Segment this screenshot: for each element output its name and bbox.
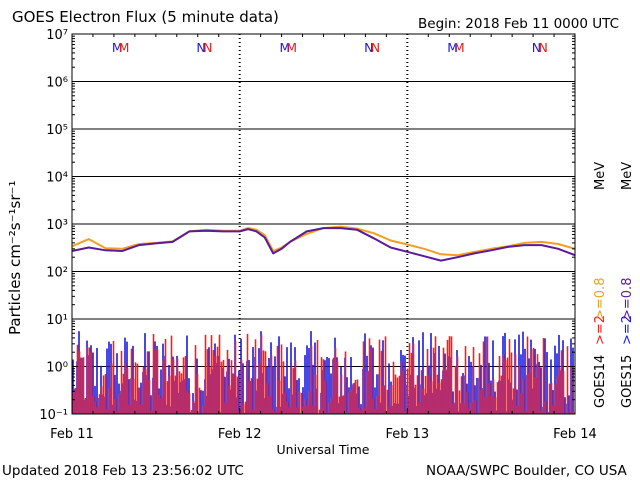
goes15-label: GOES15	[620, 355, 635, 408]
updated-text: Updated 2018 Feb 13 23:56:02 UTC	[2, 463, 244, 479]
credit-text: NOAA/SWPC Boulder, CO USA	[426, 463, 628, 479]
event-marker: M	[454, 40, 465, 55]
y-tick-label: 10¹	[46, 313, 68, 328]
chart-title: GOES Electron Flux (5 minute data)	[12, 8, 279, 26]
event-marker: N	[532, 40, 541, 55]
high-energy-series	[72, 331, 575, 414]
ge08-goes15-line	[71, 227, 576, 262]
y-axis-label: Particles cm⁻²s⁻¹sr⁻¹	[6, 181, 24, 335]
y-tick-label: 10⁻¹	[39, 408, 68, 423]
y-tick-label: 10⁶	[46, 76, 68, 91]
y-tick-label: 10³	[46, 218, 68, 233]
y-tick-label: 10⁰	[46, 361, 68, 376]
event-marker: N	[203, 40, 212, 55]
mev-label-1: MeV	[593, 162, 608, 190]
event-marker: M	[447, 40, 458, 55]
event-marker: N	[196, 40, 205, 55]
event-marker: N	[364, 40, 373, 55]
x-tick-label: Feb 14	[553, 427, 597, 442]
event-marker: M	[280, 40, 291, 55]
ge08-purple-label: >=0.8	[620, 278, 635, 320]
event-marker: M	[112, 40, 123, 55]
event-marker: N	[371, 40, 380, 55]
mev-label-2: MeV	[620, 162, 635, 190]
event-marker: M	[286, 40, 297, 55]
x-tick-label: Feb 13	[385, 427, 429, 442]
goes14-label: GOES14	[593, 355, 608, 408]
x-axis-ticks: Feb 11 Feb 12 Feb 13 Feb 14	[50, 34, 597, 442]
day-separators	[238, 34, 409, 414]
x-axis-label: Universal Time	[277, 442, 370, 457]
y-tick-label: 10⁷	[46, 28, 68, 43]
event-marker: N	[538, 40, 547, 55]
event-markers: MM NN MM NN MM NN	[112, 40, 548, 55]
x-tick-label: Feb 12	[218, 427, 262, 442]
low-energy-series	[71, 225, 576, 262]
y-tick-label: 10⁴	[46, 171, 68, 186]
y-tick-label: 10²	[46, 266, 68, 281]
event-marker: M	[119, 40, 130, 55]
ge2-red-label: >=2	[593, 315, 608, 345]
ge08-goes14-line	[71, 225, 576, 257]
begin-label: Begin: 2018 Feb 11 0000 UTC	[418, 16, 619, 32]
y-axis-ticks: 10⁻¹ 10⁰ 10¹ 10² 10³ 10⁴ 10⁵ 10⁶ 10⁷	[39, 28, 575, 423]
x-tick-label: Feb 11	[50, 427, 94, 442]
y-tick-label: 10⁵	[46, 123, 68, 138]
ge08-orange-label: >=0.8	[593, 278, 608, 320]
ge2-blue-label: >=2	[620, 315, 635, 345]
right-legend: GOES14 >=2 >=0.8 MeV GOES15 >=2 >=0.8 Me…	[593, 162, 635, 408]
